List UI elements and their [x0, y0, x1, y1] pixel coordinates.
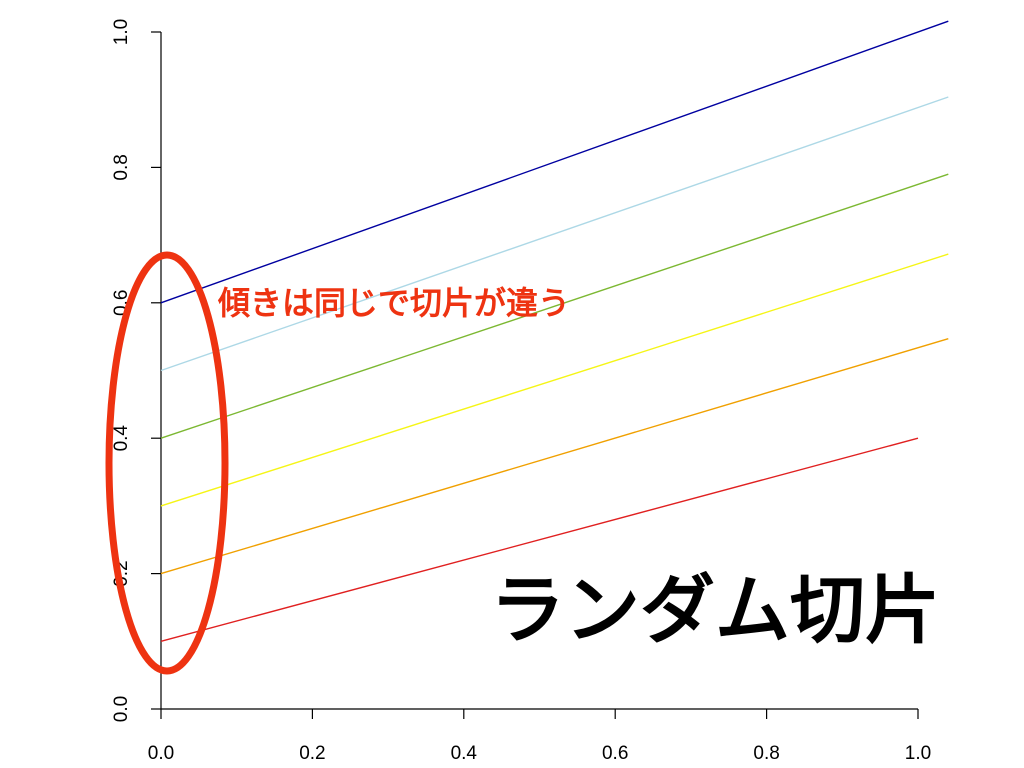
series-line-6: [160, 437, 919, 642]
annotation-subtitle: 傾きは同じで切片が違う: [217, 284, 570, 322]
y-ticks: 0.00.20.40.60.81.0: [111, 19, 161, 722]
x-tick-label: 1.0: [905, 743, 931, 764]
intercept-highlight-ellipse: [105, 251, 229, 675]
series-line-1: [160, 20, 949, 304]
series-line-2: [160, 96, 949, 372]
series-line-5: [160, 338, 949, 575]
annotation-main-label: ランダム切片: [490, 566, 940, 654]
series-lines: [160, 20, 949, 642]
x-tick-label: 0.4: [451, 743, 478, 764]
x-tick-label: 0.6: [602, 743, 628, 764]
series-line-4: [160, 253, 949, 507]
x-tick-label: 0.0: [148, 743, 174, 764]
y-tick-label: 1.0: [111, 19, 132, 45]
x-ticks: 0.0 0.2 0.4 0.6 0.8 1.0: [148, 709, 931, 764]
y-tick-label: 0.0: [111, 696, 132, 722]
x-tick-label: 0.2: [299, 743, 325, 764]
y-tick-label: 0.8: [111, 154, 132, 180]
series-line-3: [160, 173, 949, 439]
y-tick-label: 0.4: [111, 425, 132, 452]
x-tick-label: 0.8: [753, 743, 779, 764]
